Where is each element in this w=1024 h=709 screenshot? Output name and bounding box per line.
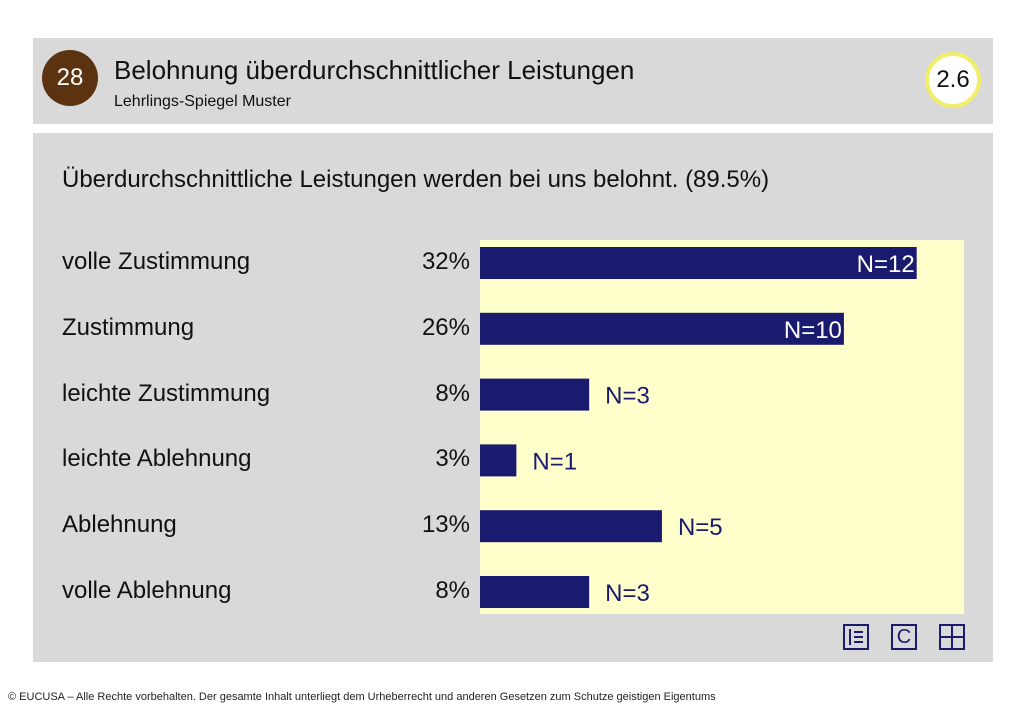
percent-label: 8% <box>435 379 470 407</box>
category-label: Ablehnung <box>62 511 177 539</box>
category-label: volle Ablehnung <box>62 577 232 604</box>
n-label: N=3 <box>605 580 650 607</box>
category-label: leichte Zustimmung <box>62 379 271 407</box>
list-icon-glyph <box>849 629 863 645</box>
category-label: leichte Ablehnung <box>62 445 252 473</box>
n-label: N=10 <box>784 317 842 344</box>
category-label: volle Zustimmung <box>62 248 251 275</box>
n-label: N=3 <box>605 383 650 410</box>
bar <box>480 378 590 411</box>
bar <box>480 444 517 477</box>
bar <box>480 247 917 279</box>
copyright-footer: © EUCUSA – Alle Rechte vorbehalten. Der … <box>8 691 716 703</box>
percent-label: 8% <box>435 577 470 604</box>
percent-label: 32% <box>421 248 470 275</box>
bar <box>480 312 844 345</box>
category-label: Zustimmung <box>62 313 195 341</box>
percent-label: 13% <box>421 511 470 539</box>
list-icon[interactable] <box>843 624 869 650</box>
page-title: Belohnung überdurchschnittlicher Leistun… <box>114 55 635 85</box>
grid-icon[interactable] <box>939 624 965 650</box>
c-icon[interactable]: C <box>891 624 917 650</box>
chapter-badge: 28 <box>42 50 98 106</box>
bar <box>480 576 590 608</box>
n-label: N=1 <box>532 448 577 475</box>
header-bar <box>33 38 993 124</box>
question-title: Überdurchschnittliche Leistungen werden … <box>62 166 770 193</box>
score-badge: 2.6 <box>925 52 981 108</box>
n-label: N=5 <box>678 514 723 541</box>
plot-area <box>480 240 964 614</box>
page-subtitle: Lehrlings-Spiegel Muster <box>114 93 291 110</box>
grid-icon-glyph <box>941 626 963 648</box>
percent-label: 26% <box>421 313 470 341</box>
bar <box>480 510 662 543</box>
percent-label: 3% <box>435 445 470 473</box>
n-label: N=12 <box>857 251 915 278</box>
